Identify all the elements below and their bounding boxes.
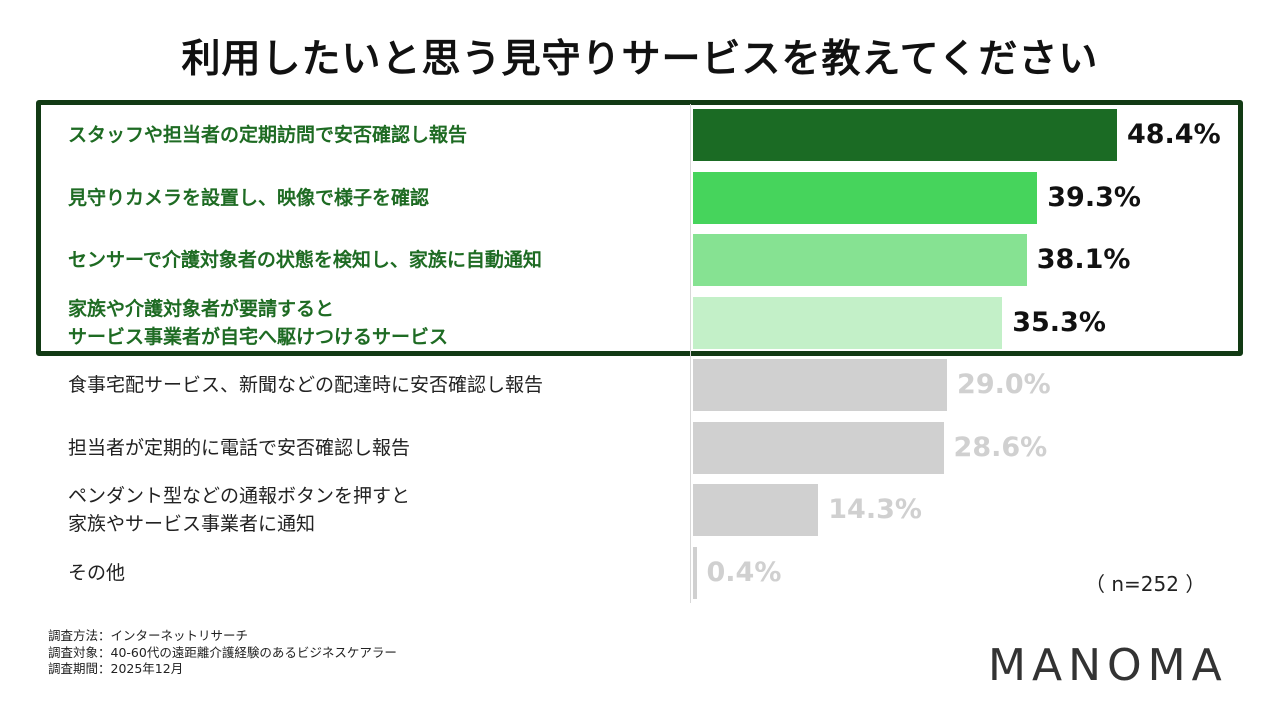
value-label: 29.0% (957, 369, 1051, 400)
note-target: 調査対象：40-60代の遠距離介護経験のあるビジネスケアラー (48, 644, 397, 660)
category-label: 食事宅配サービス、新聞などの配達時に安否確認し報告 (68, 374, 544, 396)
category-label: 担当者が定期的に電話で安否確認し報告 (68, 436, 411, 459)
manoma-logo: MANOMA (988, 640, 1228, 691)
value-label: 48.4% (1126, 119, 1221, 150)
highlight-box (36, 100, 1243, 356)
category-label: 家族や介護対象者が要請すると サービス事業者が自宅へ駆けつけるサービス (68, 297, 449, 348)
bar (693, 234, 1027, 286)
bar (693, 296, 1003, 349)
category-label: スタッフや担当者の定期訪問で安否確認し報告 (68, 124, 468, 146)
category-label: センサーで介護対象者の状態を検知し、家族に自動通知 (68, 249, 542, 271)
value-label: 35.3% (1012, 306, 1106, 338)
bar (693, 421, 944, 474)
bar (693, 546, 697, 599)
note-period: 調査期間：2025年12月 (48, 661, 184, 676)
value-label: 28.6% (953, 431, 1048, 463)
value-label: 0.4% (706, 556, 782, 588)
sample-size: （ n=252 ） (1085, 572, 1206, 596)
value-label: 14.3% (828, 494, 922, 525)
chart-title: 利用したいと思う見守りサービスを教えてください (181, 37, 1099, 82)
category-label: その他 (68, 561, 126, 584)
bar (693, 171, 1038, 224)
bar (693, 484, 819, 536)
survey-notes: 調査方法：インターネットリサーチ 調査対象：40-60代の遠距離介護経験のあるビ… (48, 628, 397, 678)
category-axis-line (690, 104, 691, 603)
bar (693, 359, 948, 411)
value-label: 39.3% (1047, 181, 1141, 213)
value-label: 38.1% (1036, 244, 1131, 275)
note-method: 調査方法：インターネットリサーチ (48, 628, 249, 643)
category-label: ペンダント型などの通報ボタンを押すと 家族やサービス事業者に通知 (68, 485, 411, 535)
category-label: 見守りカメラを設置し、映像で様子を確認 (68, 186, 430, 209)
bar (693, 109, 1117, 161)
